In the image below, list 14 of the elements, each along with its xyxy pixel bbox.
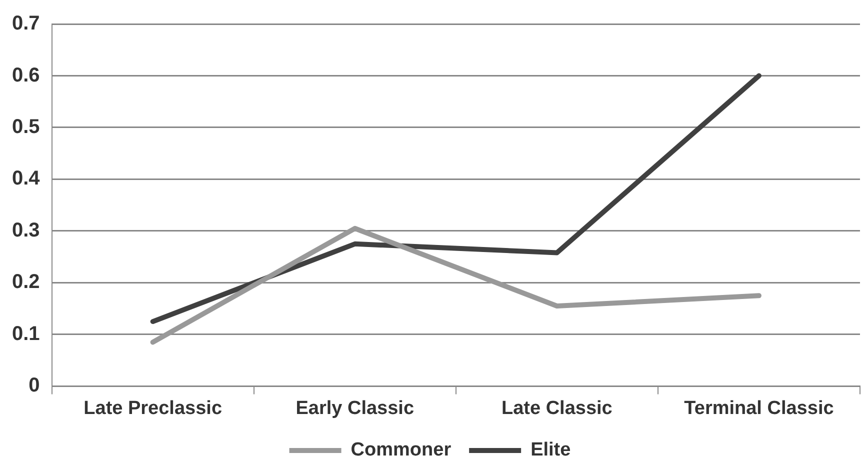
y-tick-label: 0.3	[12, 219, 40, 242]
x-tick-label: Late Preclassic	[84, 398, 222, 419]
y-tick-label: 0.1	[12, 322, 40, 345]
y-tick-label: 0.7	[12, 12, 40, 35]
x-tick-label: Early Classic	[296, 398, 414, 419]
y-tick-label: 0	[28, 374, 40, 397]
y-tick-label: 0.2	[12, 271, 40, 294]
x-tick-label: Terminal Classic	[684, 398, 834, 419]
x-tick-label: Late Classic	[501, 398, 613, 419]
y-tick-label: 0.4	[12, 168, 41, 190]
legend-label: Elite	[530, 440, 571, 461]
y-tick-label: 0.6	[12, 64, 40, 86]
y-tick-label: 0.5	[12, 116, 40, 138]
legend-label: Commoner	[350, 440, 452, 461]
